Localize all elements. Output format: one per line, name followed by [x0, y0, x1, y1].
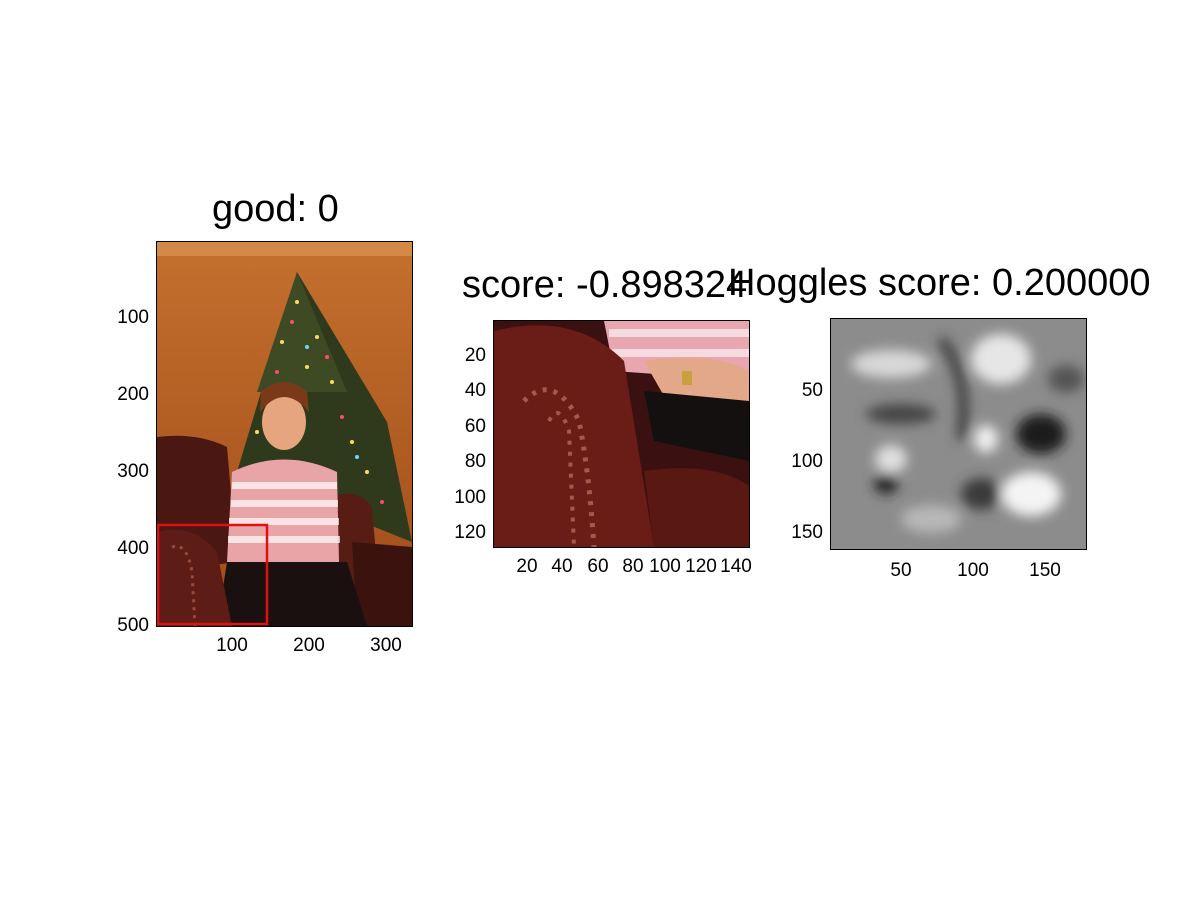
panel1-title: good: 0 — [212, 188, 339, 230]
panel2-ytick: 100 — [454, 487, 486, 508]
panel2-ytick: 80 — [464, 451, 486, 472]
panel1-xtick: 300 — [370, 635, 402, 656]
panel2-xtick: 80 — [622, 556, 644, 577]
panel1-ytick: 300 — [117, 461, 149, 482]
panel3-title: Hoggles score: 0.200000 — [728, 262, 1151, 304]
panel3-xtick: 150 — [1029, 560, 1061, 581]
panel1-image — [157, 242, 412, 626]
panel3-axes — [830, 318, 1087, 550]
panel3-image — [831, 319, 1086, 549]
panel1-ytick: 100 — [117, 307, 149, 328]
panel2-image — [494, 321, 749, 547]
detection-box — [157, 523, 269, 626]
panel1-ytick: 200 — [117, 384, 149, 405]
panel3-ytick: 50 — [801, 380, 823, 401]
panel2-xtick: 140 — [720, 556, 752, 577]
panel1-ytick: 400 — [117, 538, 149, 559]
panel2-ytick: 20 — [464, 345, 486, 366]
panel2-xtick: 60 — [587, 556, 609, 577]
panel2-ytick: 40 — [464, 380, 486, 401]
panel3-ytick: 100 — [791, 451, 823, 472]
panel2-xtick: 20 — [516, 556, 538, 577]
panel2-ytick: 60 — [464, 416, 486, 437]
panel1-xtick: 100 — [216, 635, 248, 656]
panel3-xtick: 100 — [957, 560, 989, 581]
panel3-ytick: 150 — [791, 522, 823, 543]
panel1-xtick: 200 — [293, 635, 325, 656]
panel1-ytick: 500 — [117, 615, 149, 636]
panel2-axes — [493, 320, 750, 548]
panel2-xtick: 100 — [649, 556, 681, 577]
panel2-title: score: -0.898324 — [462, 264, 748, 306]
panel1-axes — [156, 241, 413, 627]
panel2-xtick: 120 — [685, 556, 717, 577]
panel3-xtick: 50 — [890, 560, 912, 581]
panel2-xtick: 40 — [551, 556, 573, 577]
panel2-ytick: 120 — [454, 522, 486, 543]
